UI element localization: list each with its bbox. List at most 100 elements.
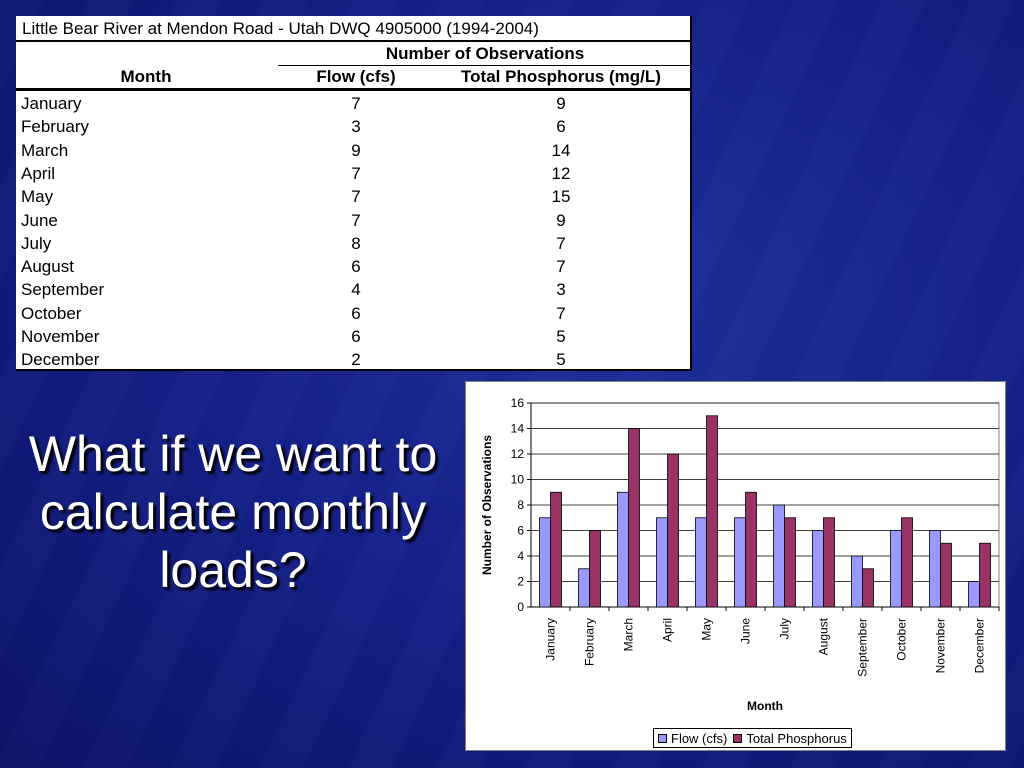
- bar-total-phosphorus: [667, 453, 679, 608]
- legend-label-tp: Total Phosphorus: [746, 730, 847, 746]
- y-tick-label: 16: [511, 396, 525, 410]
- table-row: June 7 9: [16, 211, 692, 234]
- y-tick-label: 14: [511, 422, 525, 436]
- table-cell-flow: 7: [351, 163, 361, 183]
- table-rule: [278, 65, 692, 66]
- legend-swatch-flow: [658, 733, 667, 743]
- table-cell-month: July: [21, 233, 52, 253]
- table-row: August 6 7: [16, 257, 692, 280]
- table-rule: [16, 88, 692, 91]
- bar-total-phosphorus: [628, 428, 640, 608]
- bar-total-phosphorus: [706, 415, 718, 608]
- bar-flow: [734, 517, 746, 608]
- bar-total-phosphorus: [589, 530, 601, 608]
- table-row: October 6 7: [16, 304, 692, 327]
- table-header-month: Month: [120, 67, 172, 86]
- table-cell-month: September: [21, 280, 105, 300]
- bar-flow: [539, 517, 551, 608]
- bar-flow: [578, 568, 590, 608]
- table-cell-month: October: [21, 303, 82, 323]
- table-cell-tp: 15: [551, 187, 571, 207]
- bar-total-phosphorus: [940, 542, 952, 608]
- x-tick-label: November: [934, 618, 948, 673]
- table-cell-flow: 6: [351, 257, 361, 277]
- chart-legend: Flow (cfs) Total Phosphorus: [653, 728, 852, 748]
- table-cell-tp: 7: [556, 303, 566, 323]
- table-cell-tp: 5: [556, 350, 566, 370]
- table-cell-month: February: [21, 117, 90, 137]
- table-cell-tp: 12: [551, 163, 571, 183]
- table-header-tp: Total Phosphorus (mg/L): [461, 67, 661, 86]
- table-caption: Little Bear River at Mendon Road - Utah …: [22, 19, 539, 38]
- bar-flow: [695, 517, 707, 608]
- table-cell-tp: 7: [556, 233, 566, 253]
- x-tick-label: August: [817, 617, 831, 655]
- x-tick-label: July: [778, 618, 792, 639]
- x-tick-label: May: [700, 618, 714, 641]
- table-cell-tp: 9: [556, 94, 566, 113]
- x-tick-label: March: [622, 618, 636, 651]
- table-cell-flow: 6: [351, 327, 361, 346]
- bar-flow: [929, 530, 941, 608]
- table-row: May 7 15: [16, 187, 692, 210]
- x-tick-label: February: [583, 618, 597, 666]
- x-tick-label: December: [973, 618, 987, 673]
- table-cell-month: March: [21, 140, 69, 160]
- bar-flow: [812, 530, 824, 608]
- table-row: January 7 9: [16, 94, 692, 117]
- bar-total-phosphorus: [550, 491, 562, 608]
- table-row: April 7 12: [16, 164, 692, 187]
- table-cell-month: May: [21, 187, 54, 207]
- table-cell-flow: 8: [351, 233, 361, 253]
- table-row: July 8 7: [16, 234, 692, 257]
- table-row: December 2 5: [16, 350, 692, 373]
- table-cell-tp: 6: [556, 117, 566, 137]
- table-row: September 4 3: [16, 280, 692, 303]
- table-cell-month: April: [21, 163, 56, 183]
- observations-table: Little Bear River at Mendon Road - Utah …: [16, 16, 692, 371]
- y-tick-label: 8: [517, 498, 524, 512]
- table-cell-tp: 3: [556, 280, 566, 300]
- table-cell-month: January: [21, 94, 82, 113]
- table-cell-tp: 5: [556, 327, 566, 346]
- y-tick-label: 12: [511, 447, 525, 461]
- x-tick-label: January: [544, 618, 558, 661]
- x-tick-label: April: [661, 618, 675, 642]
- y-tick-label: 4: [517, 549, 524, 563]
- x-tick-label: September: [856, 618, 870, 677]
- table-row: February 3 6: [16, 117, 692, 140]
- y-tick-label: 10: [511, 473, 525, 487]
- bar-flow: [968, 581, 980, 608]
- table-cell-flow: 2: [351, 350, 361, 370]
- bar-total-phosphorus: [901, 517, 913, 608]
- x-tick-label: October: [895, 618, 909, 661]
- bar-flow: [656, 517, 668, 608]
- table-cell-tp: 9: [556, 210, 566, 230]
- table-header-flow: Flow (cfs): [316, 67, 396, 86]
- y-tick-label: 0: [517, 600, 524, 614]
- table-cell-month: June: [21, 210, 58, 230]
- table-cell-flow: 4: [351, 280, 361, 300]
- legend-item-tp: Total Phosphorus: [733, 730, 847, 746]
- y-tick-label: 6: [517, 524, 524, 538]
- bar-total-phosphorus: [823, 517, 835, 608]
- table-cell-month: August: [21, 257, 74, 277]
- bar-chart: 0 2 4 6 8 10 12 14 16 January February March April Ma…: [465, 381, 1006, 751]
- table-cell-flow: 7: [351, 210, 361, 230]
- table-cell-flow: 9: [351, 140, 361, 160]
- table-rule: [16, 40, 692, 42]
- legend-swatch-tp: [733, 733, 743, 743]
- bar-total-phosphorus: [862, 568, 874, 608]
- y-tick-label: 2: [517, 575, 524, 589]
- legend-label-flow: Flow (cfs): [671, 730, 728, 746]
- table-cell-flow: 7: [351, 94, 361, 113]
- bar-flow: [773, 504, 785, 608]
- bar-flow: [617, 491, 629, 608]
- chart-canvas: 0 2 4 6 8 10 12 14 16 January February March April Ma…: [480, 396, 1000, 713]
- table-cell-flow: 7: [351, 187, 361, 207]
- table-cell-month: November: [21, 327, 100, 346]
- table-cell-flow: 6: [351, 303, 361, 323]
- bar-flow: [890, 530, 902, 608]
- table-group-header: Number of Observations: [385, 44, 585, 63]
- table-row: March 9 14: [16, 141, 692, 164]
